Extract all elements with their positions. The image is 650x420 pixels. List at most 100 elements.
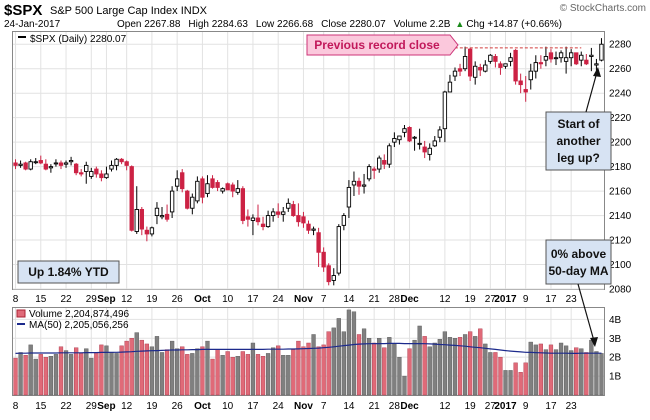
candlestick — [306, 220, 311, 234]
volume-bar — [462, 334, 468, 396]
candle-body — [316, 232, 321, 253]
candlestick — [498, 61, 503, 75]
volume-bar — [452, 338, 458, 396]
candle-body — [589, 54, 594, 57]
candlestick — [452, 67, 458, 81]
change-arrow-icon: ▲ — [455, 19, 464, 29]
candlestick — [584, 54, 589, 66]
volume-x-tick-label: 8 — [13, 401, 19, 412]
volume-bar — [548, 344, 554, 396]
volume-x-tick-label: 14 — [343, 401, 355, 412]
candle-body — [174, 178, 180, 187]
candlestick — [149, 226, 155, 237]
x-tick-label: 21 — [369, 294, 381, 305]
candle-body — [457, 68, 463, 72]
candle-body — [594, 63, 599, 66]
candlestick — [220, 187, 225, 194]
watermark: © StockCharts.com — [560, 3, 646, 14]
x-tick-label: 9 — [523, 294, 529, 305]
volume-bar — [220, 355, 225, 396]
candle-body — [366, 166, 372, 180]
volume-bar — [28, 344, 33, 396]
volume-x-tick-label: 2017 — [494, 401, 517, 412]
candle-body — [38, 160, 43, 164]
candlestick — [392, 132, 397, 148]
candlestick — [73, 162, 79, 176]
candlestick — [528, 63, 533, 90]
candlestick — [286, 198, 291, 212]
stat-low: Low 2266.68 — [256, 19, 314, 30]
candlestick — [18, 160, 23, 168]
volume-bar — [175, 348, 180, 396]
x-tick-label: 24 — [273, 294, 285, 305]
volume-x-tick-label: 9 — [523, 401, 529, 412]
volume-bar — [200, 346, 205, 396]
price-legend-swatch — [18, 36, 26, 38]
candle-body — [563, 57, 569, 62]
volume-bar — [584, 352, 589, 396]
candlestick — [169, 186, 175, 219]
candlestick — [240, 186, 246, 225]
volume-bar — [154, 336, 160, 396]
candle-body — [397, 135, 402, 141]
candle-body — [43, 163, 49, 170]
volume-bar — [346, 309, 352, 396]
volume-bar — [195, 348, 200, 396]
volume-bar — [169, 340, 175, 396]
candlestick — [447, 74, 453, 93]
volume-tick-label: 1B — [609, 372, 622, 383]
candlestick — [361, 173, 367, 194]
candlestick — [336, 224, 341, 276]
volume-bar — [114, 353, 119, 396]
candle-body — [139, 209, 144, 230]
volume-bar — [478, 328, 483, 396]
volume-x-tick-label: Nov — [294, 401, 313, 412]
volume-x-tick-label: 12 — [439, 401, 451, 412]
candlestick — [543, 46, 549, 67]
volume-panel-frame — [12, 307, 605, 396]
candlestick — [462, 46, 468, 72]
ma50-line — [15, 342, 602, 354]
candlestick — [457, 63, 463, 77]
x-tick-label: 17 — [247, 294, 259, 305]
volume-bar — [336, 318, 341, 396]
volume-bar — [427, 346, 432, 396]
candle-body — [13, 162, 18, 166]
volume-bar — [225, 351, 230, 396]
volume-bar — [38, 354, 43, 396]
candlestick — [260, 216, 266, 231]
volume-x-tick-label: 10 — [222, 401, 234, 412]
x-tick-label: Nov — [294, 294, 313, 305]
volume-x-tick-label: Sep — [97, 401, 115, 412]
stat-close: Close 2280.07 — [321, 19, 386, 30]
leg-up-arrowhead-icon — [593, 67, 601, 77]
header-date: 24-Jan-2017 — [4, 19, 61, 30]
volume-bar — [457, 337, 463, 396]
volume-tick-label: 4B — [609, 315, 622, 326]
candlestick — [48, 164, 54, 173]
index-fullname: S&P 500 Large Cap Index — [50, 5, 178, 17]
volume-bar — [498, 356, 503, 396]
candle-body — [437, 129, 443, 138]
volume-bar — [569, 350, 574, 396]
candle-body — [412, 136, 417, 139]
candlestick — [331, 268, 336, 286]
x-tick-label: 14 — [343, 294, 355, 305]
volume-bar — [144, 343, 149, 396]
candlestick — [442, 90, 448, 143]
candle-body — [79, 172, 84, 175]
candlestick — [503, 63, 508, 69]
stat-change: Chg +14.87 (+0.66%) — [466, 19, 562, 30]
candlestick — [205, 175, 210, 198]
candlestick — [326, 263, 331, 286]
price-tick-label: 2100 — [609, 260, 632, 271]
volume-bar — [281, 355, 286, 396]
candlestick — [114, 158, 119, 171]
volume-bar — [513, 362, 518, 396]
volume-bar — [508, 370, 513, 396]
x-tick-label: 12 — [439, 294, 451, 305]
volume-bar — [205, 340, 210, 396]
candlestick — [215, 180, 220, 192]
candle-body — [523, 89, 528, 93]
volume-bar — [563, 345, 569, 396]
